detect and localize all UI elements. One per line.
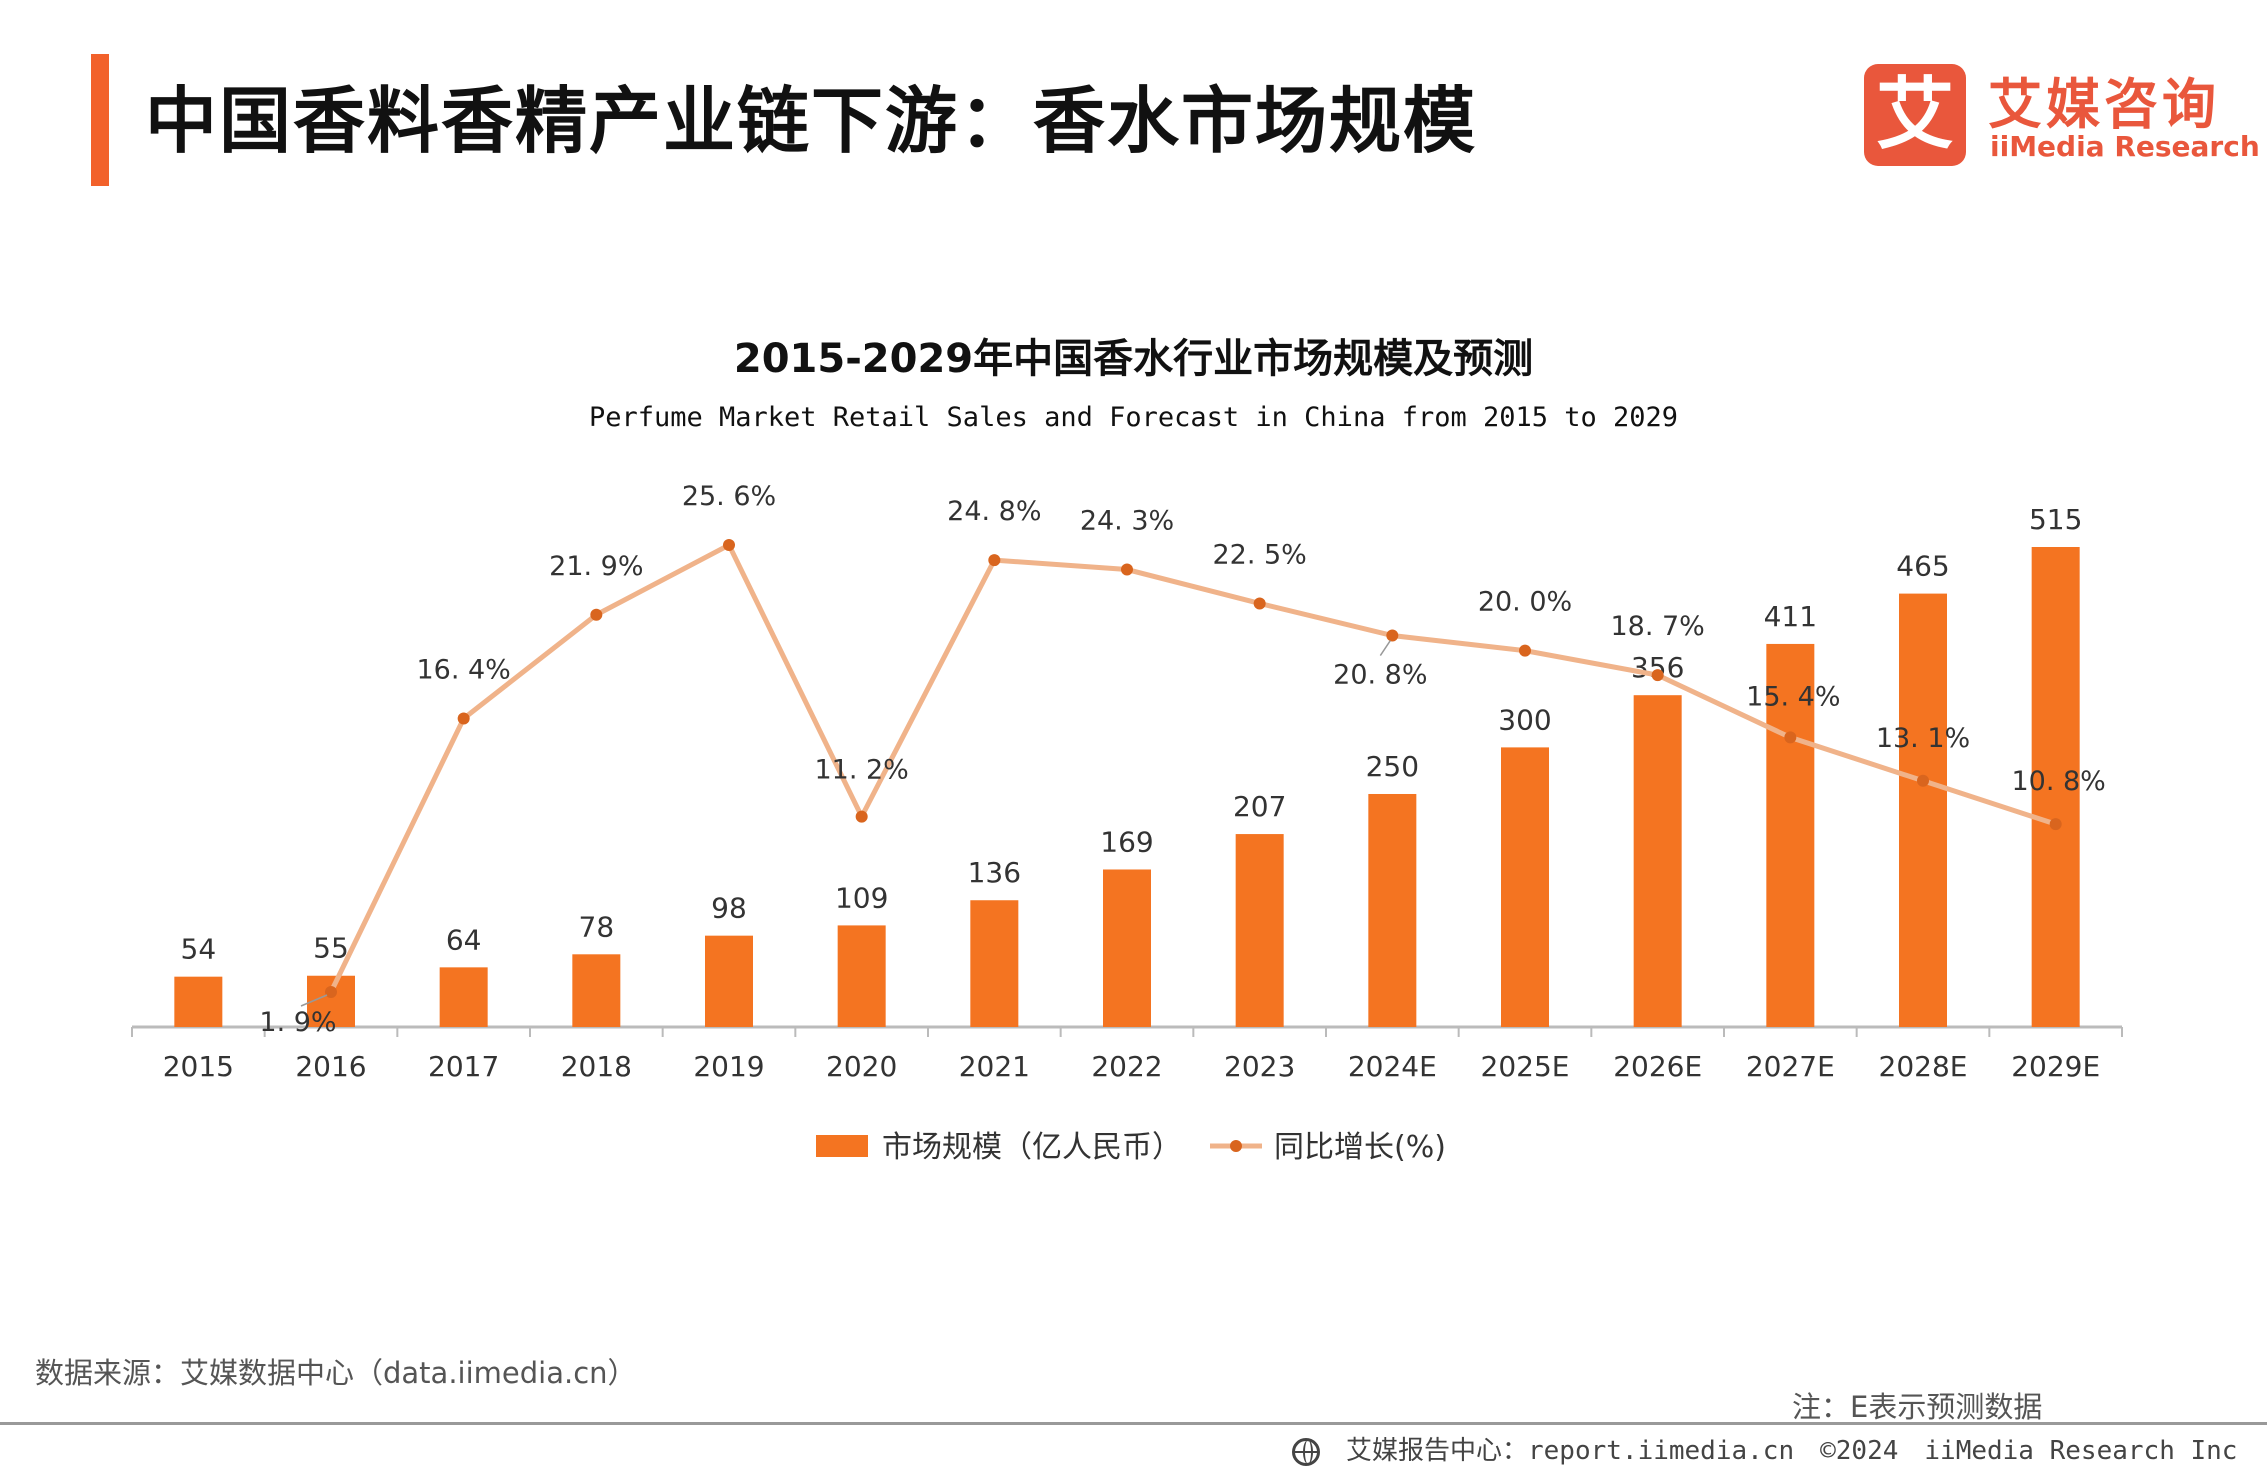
- growth-label-2024E: 20. 8%: [1333, 660, 1427, 691]
- bar-2019: [705, 935, 753, 1027]
- logo: 艾 艾媒咨询 iiMedia Research: [1862, 60, 2260, 170]
- bar-2021: [970, 900, 1019, 1027]
- growth-point-2021: [988, 554, 1001, 567]
- report-center[interactable]: 艾媒报告中心：report.iimedia.cn: [1346, 1436, 1795, 1466]
- growth-point-2029E: [2049, 818, 2062, 831]
- bar-label-2021: 136: [968, 856, 1021, 889]
- bar-2016: [307, 975, 355, 1027]
- bar-2015: [174, 976, 223, 1027]
- bar-2023: [1235, 834, 1284, 1027]
- legend-bar-label: 市场规模（亿人民币）: [882, 1130, 1182, 1165]
- chart-subtitle: Perfume Market Retail Sales and Forecast…: [588, 402, 1679, 433]
- growth-point-2028E: [1917, 774, 1929, 787]
- logo-mark: 艾: [1864, 64, 1966, 166]
- bar-label-2028E: 465: [1896, 550, 1949, 583]
- category-label-2020: 2020: [826, 1050, 897, 1083]
- bar-label-2025E: 300: [1498, 703, 1551, 736]
- category-label-2017: 2017: [428, 1050, 499, 1083]
- growth-label-2019: 25. 6%: [682, 481, 776, 512]
- growth-label-2016: 1. 9%: [259, 1007, 336, 1038]
- title-accent-bar: [91, 54, 109, 186]
- bar-2027E: [1766, 643, 1815, 1027]
- category-label-2022: 2022: [1091, 1050, 1162, 1083]
- bar-2018: [572, 954, 621, 1027]
- growth-label-2028E: 13. 1%: [1876, 723, 1970, 754]
- category-label-2027E: 2027E: [1746, 1050, 1835, 1083]
- bar-label-2016: 55: [313, 932, 349, 965]
- perfume-market-chart: 54 2015 55 2016 64 2017 78 2018 98 2019 109 2020 136…: [131, 481, 2123, 1165]
- legend-bar-swatch: [816, 1135, 868, 1157]
- growth-label-2022: 24. 3%: [1080, 506, 1174, 537]
- data-source: 数据来源：艾媒数据中心（data.iimedia.cn）: [35, 1356, 637, 1390]
- growth-label-2025E: 20. 0%: [1478, 587, 1572, 618]
- legend-line-marker: [1230, 1140, 1242, 1152]
- growth-point-2026E: [1651, 669, 1664, 682]
- growth-line: [328, 541, 2057, 994]
- category-label-2025E: 2025E: [1481, 1050, 1570, 1083]
- growth-point-2022: [1121, 563, 1133, 576]
- footer: 艾媒报告中心：report.iimedia.cn ©2024 iiMedia Res…: [1292, 1430, 2263, 1467]
- growth-label-2020: 11. 2%: [814, 755, 908, 786]
- bar-label-2017: 64: [446, 923, 482, 956]
- growth-point-2025E: [1519, 644, 1531, 657]
- company-name: iiMedia Research Inc: [1924, 1436, 2238, 1466]
- growth-point-2018: [590, 608, 603, 621]
- logo-en-text: iiMedia Research: [1990, 130, 2260, 163]
- growth-point-2027E: [1784, 731, 1797, 744]
- growth-point-2023: [1253, 597, 1266, 610]
- category-label-2016: 2016: [295, 1050, 366, 1083]
- growth-point-2016: [325, 986, 337, 998]
- growth-label-2027E: 15. 4%: [1746, 681, 1840, 712]
- footer-divider: [0, 1422, 2267, 1425]
- leader-line: [300, 994, 328, 1007]
- bar-2024E: [1368, 793, 1417, 1027]
- bar-2026E: [1633, 695, 1682, 1027]
- growth-label-2018: 21. 9%: [549, 551, 643, 582]
- growth-point-2019: [723, 539, 735, 551]
- bar-label-2029E: 515: [2029, 503, 2082, 536]
- category-label-2026E: 2026E: [1613, 1050, 1702, 1083]
- bar-2022: [1103, 869, 1151, 1027]
- growth-label-2021: 24. 8%: [947, 496, 1041, 527]
- copyright: ©2024: [1820, 1436, 1899, 1466]
- bar-2017: [439, 967, 488, 1027]
- category-label-2023: 2023: [1224, 1050, 1295, 1083]
- bar-2025E: [1501, 747, 1549, 1027]
- bar-label-2027E: 411: [1764, 600, 1817, 633]
- category-label-2029E: 2029E: [2011, 1050, 2100, 1083]
- bar-label-2022: 169: [1100, 825, 1153, 858]
- category-label-2015: 2015: [163, 1050, 234, 1083]
- bar-label-2018: 78: [579, 910, 615, 943]
- bar-label-2024E: 250: [1366, 750, 1419, 783]
- category-label-2028E: 2028E: [1879, 1050, 1968, 1083]
- category-label-2021: 2021: [959, 1050, 1030, 1083]
- bar-label-2015: 54: [181, 933, 217, 966]
- logo-cn-text: 艾媒咨询: [1988, 73, 2220, 136]
- category-label-2018: 2018: [561, 1050, 632, 1083]
- growth-label-2026E: 18. 7%: [1610, 611, 1704, 642]
- growth-label-2023: 22. 5%: [1212, 539, 1306, 570]
- bar-label-2020: 109: [835, 881, 888, 914]
- page-title: 中国香料香精产业链下游：香水市场规模: [145, 79, 1478, 163]
- growth-label-2029E: 10. 8%: [2011, 766, 2105, 797]
- growth-label-2017: 16. 4%: [416, 655, 510, 686]
- bar-2020: [837, 925, 886, 1027]
- bar-label-2019: 98: [711, 892, 747, 925]
- bar-label-2023: 207: [1233, 790, 1286, 823]
- chart-title: 2015-2029年中国香水行业市场规模及预测: [733, 336, 1534, 382]
- category-label-2024E: 2024E: [1348, 1050, 1437, 1083]
- growth-point-2020: [855, 810, 868, 823]
- legend-line-label: 同比增长(%): [1274, 1130, 1446, 1165]
- growth-point-2017: [457, 712, 470, 725]
- growth-point-2024E: [1386, 629, 1399, 642]
- leader-line: [1379, 640, 1391, 656]
- globe-icon: [1292, 1437, 1320, 1466]
- forecast-note: 注：E表示预测数据: [1792, 1390, 2043, 1424]
- bar-2028E: [1899, 593, 1947, 1027]
- bar-2029E: [2031, 547, 2080, 1027]
- category-label-2019: 2019: [693, 1050, 764, 1083]
